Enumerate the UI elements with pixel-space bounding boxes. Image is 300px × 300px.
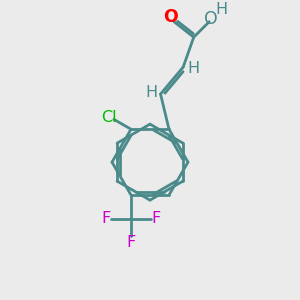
- Text: O: O: [163, 8, 178, 26]
- Text: F: F: [126, 235, 136, 250]
- Text: H: H: [216, 2, 228, 16]
- Text: F: F: [152, 212, 161, 226]
- Text: H: H: [146, 85, 158, 100]
- Text: Cl: Cl: [101, 110, 117, 125]
- Text: O: O: [204, 10, 218, 28]
- Text: F: F: [101, 212, 110, 226]
- Text: H: H: [187, 61, 199, 76]
